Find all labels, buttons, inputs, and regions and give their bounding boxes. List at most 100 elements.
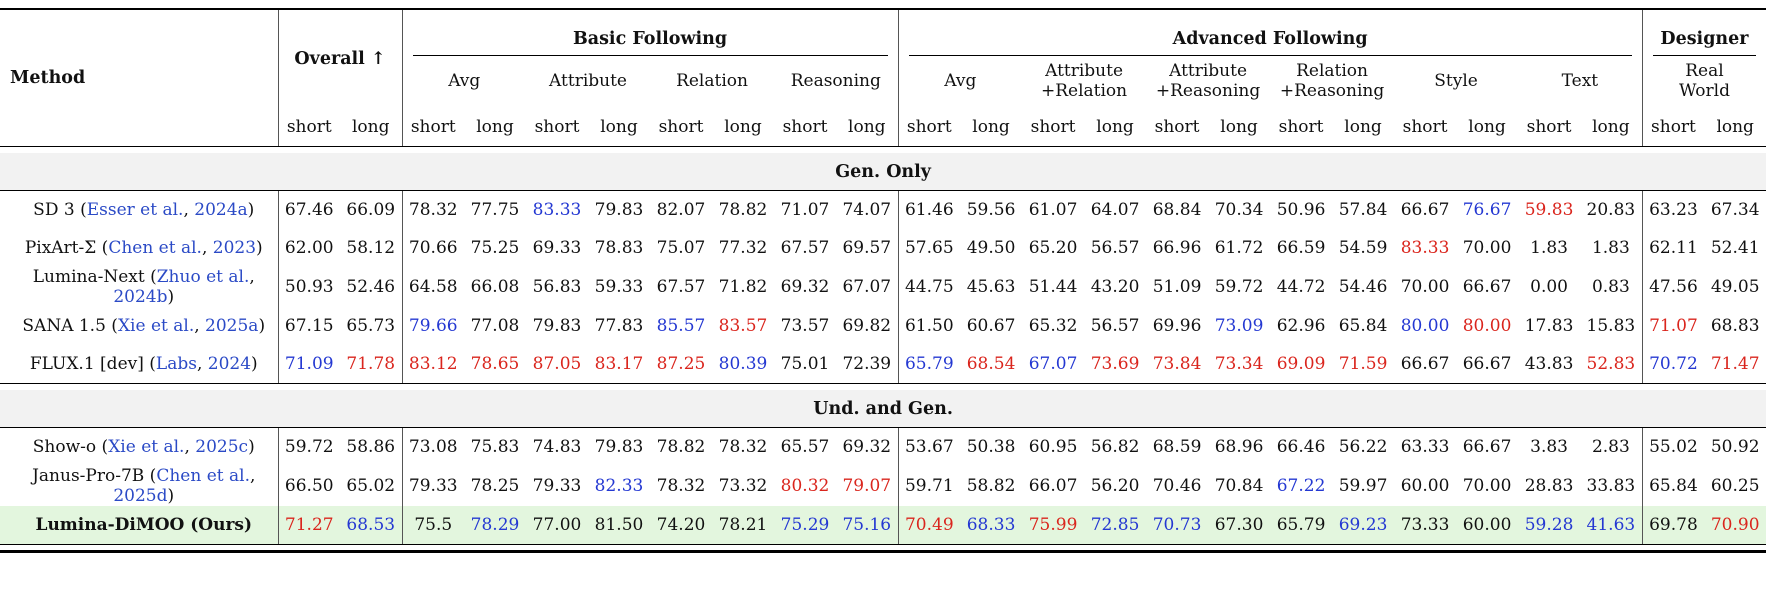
method-cell: FLUX.1 [dev] (Labs, 2024): [0, 345, 278, 384]
value-cell: 70.72: [1641, 345, 1705, 384]
citation-year-link[interactable]: 2025a: [205, 316, 259, 336]
value-cell: 75.25: [470, 238, 520, 258]
citation-year-link[interactable]: 2025c: [195, 437, 249, 457]
value-cell: 79.33: [532, 476, 582, 496]
table-header: Method Overall ↑ Basic Following Advanced F…: [0, 9, 1766, 147]
value-cell: 71.82: [718, 277, 768, 297]
value-cell: 65.02: [346, 476, 396, 496]
value-cell: 2.83: [1591, 437, 1630, 457]
pair-header-long: long: [340, 108, 403, 147]
subcolumn-header-attribute: Attribute: [549, 71, 627, 92]
value-cell: 78.32: [401, 190, 465, 229]
value-cell: 73.09: [1214, 316, 1264, 336]
table-row-lumina-dimoo-ours: Lumina-DiMOO (Ours) 71.27 68.53 75.5 78.29 77…: [0, 506, 1766, 545]
value-cell: 60.25: [1710, 476, 1760, 496]
citation-year-link[interactable]: 2024b: [113, 287, 168, 307]
value-cell: 66.67: [1400, 200, 1450, 220]
section-header: Und. and Gen.: [0, 390, 1766, 428]
value-cell: 51.44: [1028, 277, 1078, 297]
subcolumn-header-avg: Avg: [897, 56, 1023, 108]
pair-header-long: long: [464, 108, 527, 147]
method-cell: Lumina-Next (Zhuo et al., 2024b): [32, 267, 255, 307]
citation-link[interactable]: Chen et al.: [108, 238, 202, 258]
pair-header-short: short: [277, 108, 340, 147]
value-cell: 68.84: [1152, 200, 1202, 220]
value-cell: 75.07: [656, 238, 706, 258]
value-cell: 65.73: [346, 316, 396, 336]
pair-header-long: long: [1208, 108, 1271, 147]
value-cell: 74.83: [532, 437, 582, 457]
value-cell: 70.46: [1152, 476, 1202, 496]
value-cell: 74.07: [842, 200, 892, 220]
value-cell: 70.49: [897, 506, 961, 545]
value-cell: 79.07: [842, 476, 892, 496]
bottom-rule: [0, 550, 1766, 553]
value-cell: 68.33: [960, 506, 1023, 545]
subcolumn-header-style: Style: [1434, 71, 1478, 92]
value-cell: 79.83: [594, 200, 644, 220]
value-cell: 78.21: [712, 506, 775, 545]
value-cell: 41.63: [1580, 506, 1643, 545]
citation-link[interactable]: Labs: [155, 354, 197, 374]
value-cell: 71.59: [1332, 345, 1395, 384]
value-cell: 65.32: [1028, 316, 1078, 336]
value-cell: 66.67: [1462, 437, 1512, 457]
value-cell: 72.39: [836, 345, 899, 384]
value-cell: 83.33: [1400, 238, 1450, 258]
value-cell: 66.50: [277, 466, 340, 506]
group-header-label: Advanced Following: [908, 29, 1632, 56]
citation-link[interactable]: Chen et al.: [156, 466, 250, 486]
value-cell: 66.09: [346, 200, 396, 220]
value-cell: 78.25: [470, 476, 520, 496]
value-cell: 59.72: [1214, 277, 1264, 297]
pair-header-long: long: [1456, 108, 1519, 147]
value-cell: 63.23: [1641, 190, 1705, 229]
value-cell: 78.82: [656, 437, 706, 457]
value-cell: 66.59: [1276, 238, 1326, 258]
value-cell: 75.83: [470, 437, 520, 457]
value-cell: 68.83: [1710, 316, 1760, 336]
citation-year-link[interactable]: 2025d: [113, 486, 168, 506]
value-cell: 70.00: [1462, 238, 1512, 258]
value-cell: 59.28: [1518, 506, 1581, 545]
citation-year-link[interactable]: 2024: [207, 354, 252, 374]
value-cell: 71.47: [1704, 345, 1766, 384]
pair-header-long: long: [588, 108, 651, 147]
value-cell: 73.84: [1146, 345, 1209, 384]
value-cell: 82.33: [594, 476, 644, 496]
value-cell: 73.69: [1084, 345, 1147, 384]
method-cell: PixArt-Σ (Chen et al., 2023): [24, 238, 263, 258]
value-cell: 78.82: [718, 200, 768, 220]
value-cell: 66.96: [1152, 238, 1202, 258]
value-cell: 69.57: [842, 238, 892, 258]
citation-link[interactable]: Xie et al.: [108, 437, 185, 457]
value-cell: 62.00: [277, 229, 340, 267]
citation-link[interactable]: Esser et al.: [86, 200, 184, 220]
value-cell: 61.07: [1028, 200, 1078, 220]
pair-header-short: short: [774, 108, 837, 147]
citation-year-link[interactable]: 2024a: [194, 200, 248, 220]
value-cell: 66.67: [1456, 345, 1519, 384]
value-cell: 52.46: [346, 277, 396, 297]
value-cell: 59.72: [277, 427, 340, 466]
group-header-overall: Overall ↑: [277, 9, 403, 108]
value-cell: 69.33: [532, 238, 582, 258]
value-cell: 77.83: [594, 316, 644, 336]
pair-header-long: long: [1704, 108, 1766, 147]
header-pair-row: short long short long short long short long shor…: [0, 108, 1766, 147]
value-cell: 83.17: [588, 345, 651, 384]
value-cell: 51.09: [1152, 277, 1202, 297]
value-cell: 0.83: [1591, 277, 1630, 297]
citation-link[interactable]: Zhuo et al.: [156, 267, 250, 287]
pair-header-long: long: [1084, 108, 1147, 147]
subcolumn-header-reasoning: Reasoning: [790, 71, 881, 92]
header-subgroup-row: Avg Attribute Relation Reasoning Avg Attribut…: [0, 56, 1766, 108]
value-cell: 62.11: [1641, 229, 1705, 267]
citation-link[interactable]: Xie et al.: [117, 316, 195, 336]
value-cell: 82.07: [656, 200, 706, 220]
citation-year-link[interactable]: 2023: [212, 238, 257, 258]
table-row-lumina-next: Lumina-Next (Zhuo et al., 2024b) 50.93 52.…: [0, 267, 1766, 307]
value-cell: 66.07: [1028, 476, 1078, 496]
value-cell: 67.30: [1208, 506, 1271, 545]
method-cell: Janus-Pro-7B (Chen et al., 2025d): [32, 466, 256, 506]
